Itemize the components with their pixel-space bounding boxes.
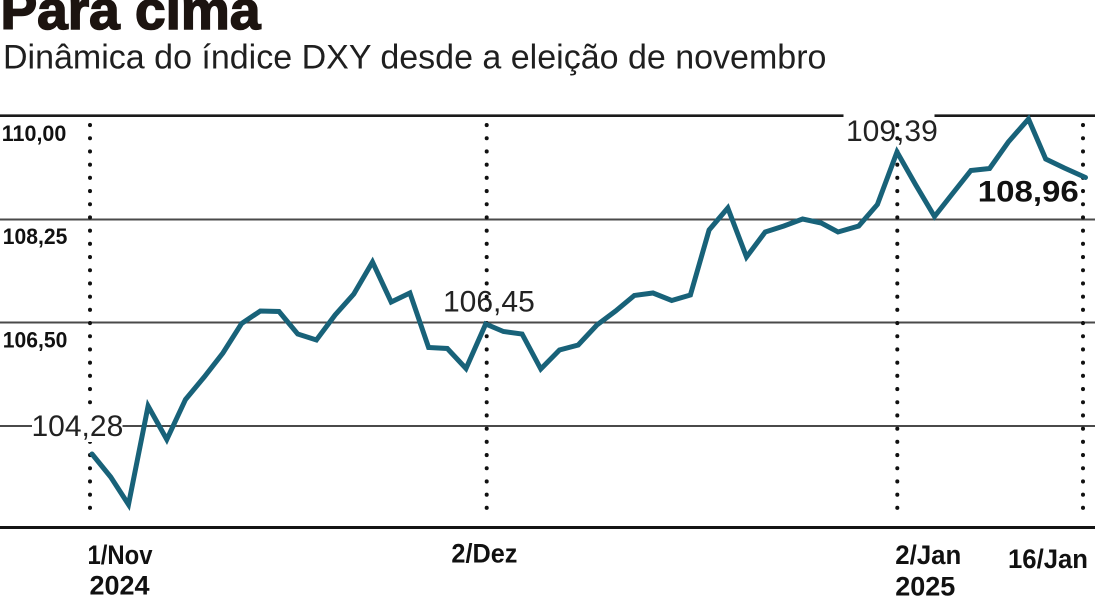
svg-text:2/Jan: 2/Jan <box>895 540 961 570</box>
svg-text:110,00: 110,00 <box>2 121 67 146</box>
svg-text:Dinâmica do índice DXY desde a: Dinâmica do índice DXY desde a eleição d… <box>3 39 826 77</box>
svg-text:Para cima: Para cima <box>1 0 261 41</box>
svg-text:106,50: 106,50 <box>3 328 68 353</box>
svg-text:1/Nov: 1/Nov <box>88 540 153 570</box>
svg-text:2/Dez: 2/Dez <box>451 539 517 569</box>
svg-text:16/Jan: 16/Jan <box>1008 544 1088 574</box>
svg-text:109,39: 109,39 <box>846 115 938 148</box>
svg-text:2024: 2024 <box>90 571 150 600</box>
svg-text:2025: 2025 <box>895 572 955 600</box>
svg-text:108,25: 108,25 <box>3 224 68 249</box>
svg-text:106,45: 106,45 <box>443 286 535 319</box>
svg-text:104,28: 104,28 <box>32 410 124 443</box>
svg-text:108,96: 108,96 <box>978 176 1079 209</box>
